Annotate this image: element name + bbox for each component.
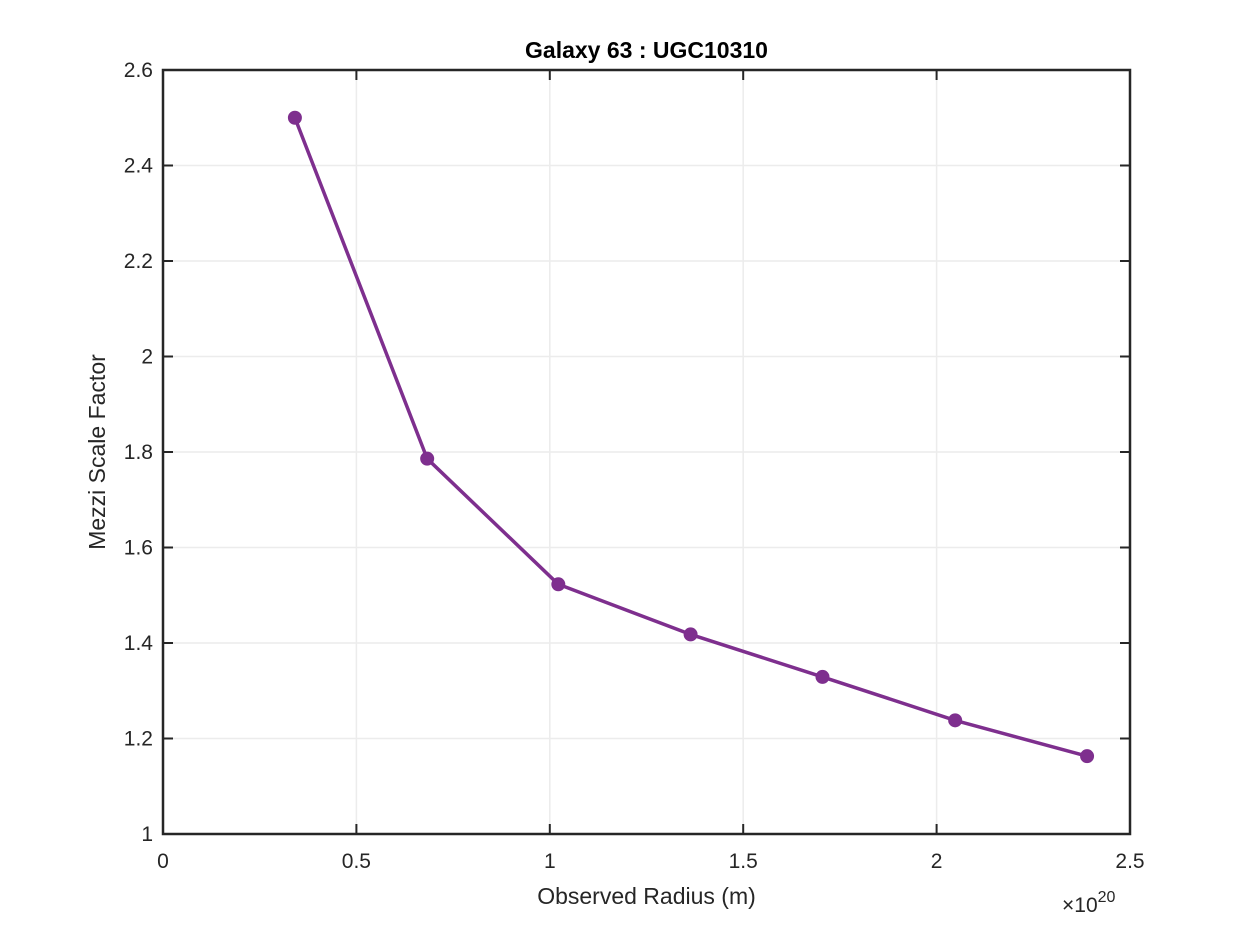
x-tick-label: 0: [157, 850, 169, 873]
data-point: [287, 110, 302, 125]
ticks: [162, 69, 1131, 835]
y-tick-label: 2: [141, 346, 153, 369]
x-tick-label: 2: [931, 850, 943, 873]
x-axis-label: Observed Radius (m): [537, 883, 756, 909]
y-tick-label: 2.2: [124, 250, 153, 273]
y-axis-label: Mezzi Scale Factor: [84, 354, 110, 550]
y-tick-label: 2.6: [124, 59, 153, 82]
x-tick-label: 2.5: [1115, 850, 1144, 873]
y-tick-label: 1: [141, 823, 153, 846]
data-point: [1080, 749, 1095, 764]
chart-title: Galaxy 63 : UGC10310: [525, 37, 768, 63]
data-point: [420, 451, 435, 466]
tick-labels: 0 0.5 1 1.5 2 2.5 1 1.2 1.4 1.6 1.8 2 2.2 2.4 2.6: [124, 59, 1145, 873]
x-exponent-power: 20: [1098, 889, 1116, 906]
data-point: [815, 669, 830, 684]
x-tick-label: 1: [544, 850, 556, 873]
x-exponent-label: ×1020: [1062, 889, 1116, 917]
x-tick-label: 1.5: [729, 850, 758, 873]
y-tick-label: 1.2: [124, 728, 153, 751]
data-point: [948, 713, 963, 728]
y-tick-label: 1.6: [124, 537, 153, 560]
data-point: [683, 627, 698, 642]
y-tick-label: 1.8: [124, 441, 153, 464]
data-point: [551, 577, 566, 592]
x-exponent-base: ×10: [1062, 894, 1098, 917]
x-tick-label: 0.5: [342, 850, 371, 873]
y-tick-label: 1.4: [124, 632, 154, 655]
y-tick-label: 2.4: [124, 155, 154, 178]
series-layer: [287, 110, 1095, 764]
